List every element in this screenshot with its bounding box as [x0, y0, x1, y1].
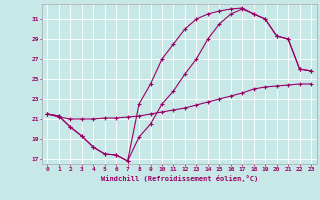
X-axis label: Windchill (Refroidissement éolien,°C): Windchill (Refroidissement éolien,°C) [100, 175, 258, 182]
